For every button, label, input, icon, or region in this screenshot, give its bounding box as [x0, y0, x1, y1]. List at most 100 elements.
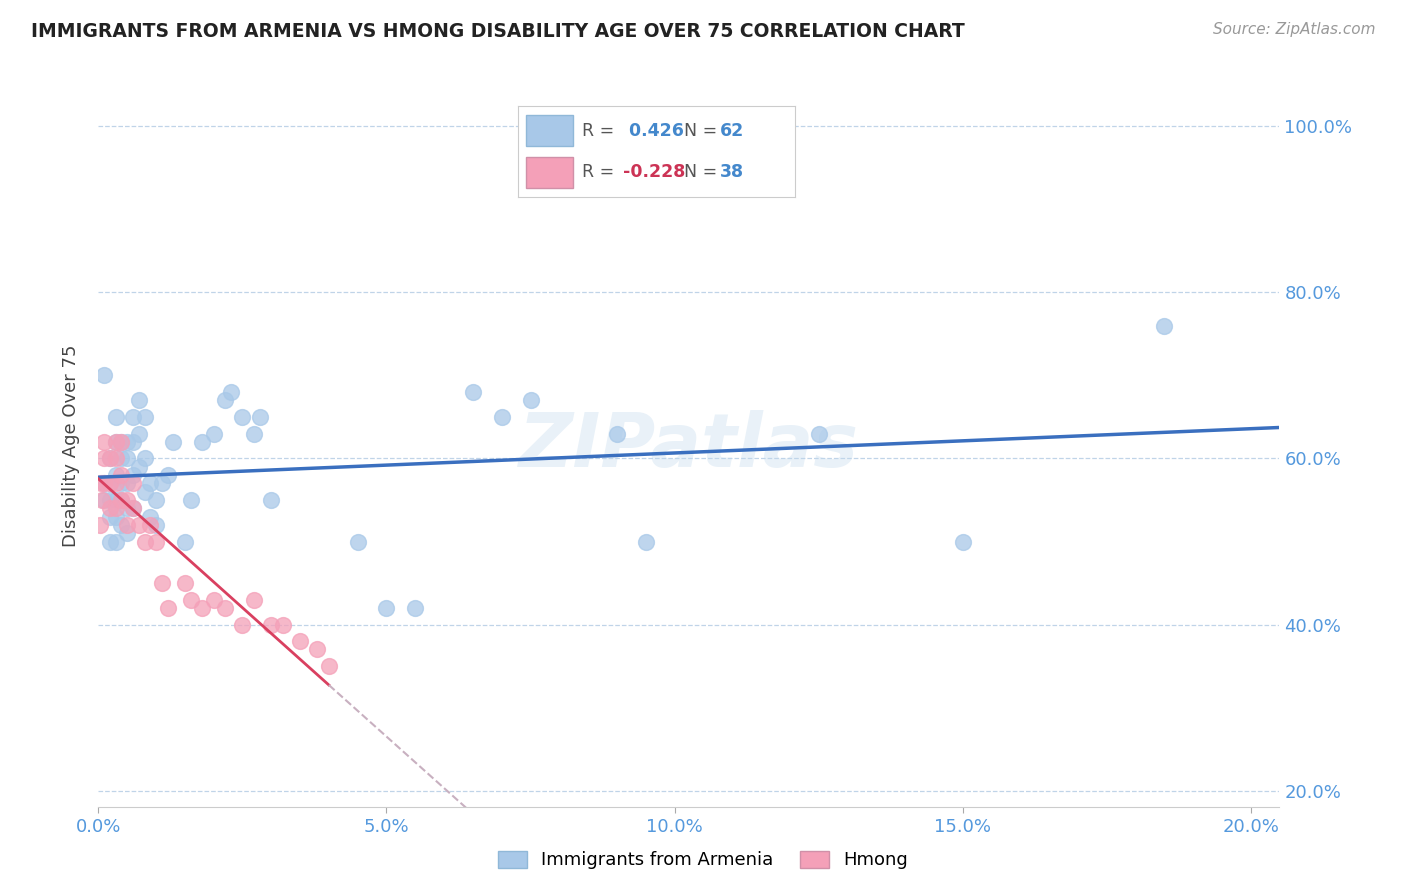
- Point: [98, 493, 121, 508]
- Point: [122, 501, 145, 516]
- Point: [115, 493, 138, 508]
- Point: [134, 534, 156, 549]
- Point: [122, 501, 145, 516]
- Point: [104, 409, 127, 424]
- Point: [104, 476, 127, 491]
- Point: [807, 426, 830, 441]
- Point: [145, 493, 167, 508]
- Point: [122, 409, 145, 424]
- Point: [173, 534, 195, 549]
- Point: [93, 476, 115, 491]
- Point: [404, 601, 426, 615]
- Point: [110, 468, 132, 483]
- Point: [110, 434, 132, 449]
- Point: [156, 601, 179, 615]
- Legend: Immigrants from Armenia, Hmong: Immigrants from Armenia, Hmong: [489, 842, 917, 879]
- Point: [122, 468, 145, 483]
- Point: [952, 534, 974, 549]
- Point: [110, 476, 132, 491]
- Point: [375, 601, 398, 615]
- Point: [134, 484, 156, 499]
- Point: [122, 434, 145, 449]
- Text: ZIPatlas: ZIPatlas: [519, 409, 859, 483]
- Point: [461, 384, 484, 399]
- Point: [150, 476, 173, 491]
- Point: [93, 476, 115, 491]
- Point: [93, 493, 115, 508]
- Point: [260, 617, 283, 632]
- Point: [318, 659, 340, 673]
- Point: [110, 451, 132, 466]
- Point: [128, 459, 150, 474]
- Point: [634, 534, 657, 549]
- Point: [90, 476, 112, 491]
- Point: [98, 476, 121, 491]
- Point: [98, 451, 121, 466]
- Point: [307, 642, 329, 657]
- Point: [231, 409, 253, 424]
- Point: [110, 434, 132, 449]
- Point: [98, 451, 121, 466]
- Point: [156, 468, 179, 483]
- Point: [110, 517, 132, 532]
- Point: [231, 617, 253, 632]
- Point: [104, 434, 127, 449]
- Point: [134, 409, 156, 424]
- Point: [202, 592, 225, 607]
- Point: [180, 493, 202, 508]
- Y-axis label: Disability Age Over 75: Disability Age Over 75: [62, 344, 80, 548]
- Point: [162, 434, 184, 449]
- Point: [104, 501, 127, 516]
- Point: [243, 592, 266, 607]
- Point: [519, 393, 541, 408]
- Point: [134, 451, 156, 466]
- Text: Source: ZipAtlas.com: Source: ZipAtlas.com: [1212, 22, 1375, 37]
- Point: [115, 451, 138, 466]
- Point: [173, 576, 195, 591]
- Point: [93, 434, 115, 449]
- Point: [139, 517, 162, 532]
- Point: [115, 476, 138, 491]
- Point: [104, 468, 127, 483]
- Point: [89, 517, 111, 532]
- Point: [219, 384, 242, 399]
- Point: [104, 493, 127, 508]
- Point: [288, 634, 311, 648]
- Point: [249, 409, 271, 424]
- Point: [346, 534, 368, 549]
- Point: [93, 368, 115, 383]
- Point: [180, 592, 202, 607]
- Point: [98, 501, 121, 516]
- Point: [191, 601, 214, 615]
- Point: [98, 476, 121, 491]
- Point: [115, 526, 138, 541]
- Point: [98, 509, 121, 524]
- Point: [191, 434, 214, 449]
- Point: [104, 451, 127, 466]
- Point: [243, 426, 266, 441]
- Point: [145, 517, 167, 532]
- Point: [110, 493, 132, 508]
- Point: [122, 476, 145, 491]
- Point: [115, 434, 138, 449]
- Point: [93, 451, 115, 466]
- Point: [98, 534, 121, 549]
- Point: [150, 576, 173, 591]
- Point: [260, 493, 283, 508]
- Point: [491, 409, 513, 424]
- Point: [110, 493, 132, 508]
- Point: [139, 509, 162, 524]
- Point: [214, 393, 236, 408]
- Point: [606, 426, 628, 441]
- Point: [91, 493, 114, 508]
- Point: [128, 426, 150, 441]
- Point: [145, 534, 167, 549]
- Point: [214, 601, 236, 615]
- Text: IMMIGRANTS FROM ARMENIA VS HMONG DISABILITY AGE OVER 75 CORRELATION CHART: IMMIGRANTS FROM ARMENIA VS HMONG DISABIL…: [31, 22, 965, 41]
- Point: [139, 476, 162, 491]
- Point: [115, 501, 138, 516]
- Point: [115, 517, 138, 532]
- Point: [128, 517, 150, 532]
- Point: [128, 393, 150, 408]
- Point: [1153, 318, 1175, 333]
